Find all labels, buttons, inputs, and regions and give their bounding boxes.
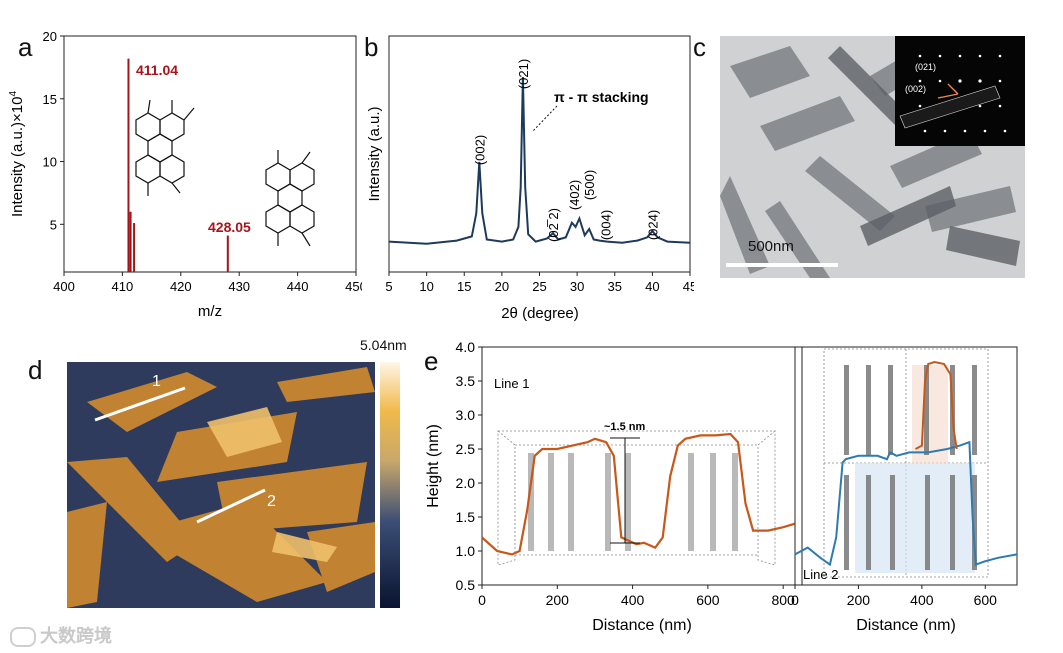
y-tick-label: 5 [50, 217, 57, 232]
x-tick-label: 420 [170, 279, 192, 294]
peak-index-label: (002) [472, 135, 487, 165]
axes-frame-right [794, 346, 1018, 586]
y-tick-label: 4.0 [456, 339, 476, 355]
panel-b-chart: 5 10 15 20 25 30 35 40 45 (002) (021) (02̅ 2) (402)… [366, 35, 694, 322]
x-tick-label: 410 [112, 279, 134, 294]
panel-letter-a: a [18, 32, 33, 62]
molecule-model-icon [528, 453, 738, 551]
profile-line-1 [94, 386, 186, 422]
colorbar [380, 362, 400, 608]
line-2-label: Line 2 [803, 567, 838, 582]
xrd-series-line [388, 76, 691, 245]
y-tick-label: 10 [43, 155, 57, 170]
peak-label-411: 411.04 [136, 62, 178, 78]
peak-index-label: (021) [516, 59, 531, 89]
saed-label-002: (002) [905, 84, 926, 94]
x-tick-label: 25 [532, 279, 546, 294]
axes-frame-left [481, 346, 803, 586]
watermark-logo-icon [10, 627, 36, 648]
scale-bar-label: 500nm [748, 238, 794, 255]
y-axis-label: Height (nm) [425, 424, 442, 508]
x-tick-label: 45 [683, 279, 694, 294]
saed-label-021: (021) [915, 62, 936, 72]
y-tick-label: 1.0 [456, 543, 476, 559]
panel-letter-b: b [364, 32, 379, 62]
x-tick-label: 30 [570, 279, 584, 294]
panel-letter-d: d [28, 355, 43, 385]
x-tick-label: 0 [791, 592, 799, 608]
profile-line-2 [196, 488, 266, 524]
colorbar-max-label: 5.04nm [360, 337, 407, 353]
x-tick-label: 440 [287, 279, 309, 294]
x-tick-label: 10 [419, 279, 433, 294]
molecule-structure-icon [135, 99, 195, 196]
afm-image: 1 2 [67, 362, 400, 608]
panel-letter-c: c [693, 32, 706, 62]
molecule-structure-icon [265, 150, 315, 247]
molecular-model-left [497, 430, 776, 566]
x-tick-label: 600 [696, 592, 720, 608]
y-tick-label: 3.5 [456, 373, 476, 389]
peak-index-label: (402) [567, 180, 582, 210]
y-tick-label: 3.0 [456, 407, 476, 423]
peak-index-label: (024) [645, 210, 660, 240]
x-tick-label: 200 [546, 592, 570, 608]
y-tick-label: 2.5 [456, 441, 476, 457]
x-axis-label: 2θ (degree) [501, 305, 579, 322]
x-tick-label: 20 [495, 279, 509, 294]
x-tick-label: 200 [847, 592, 871, 608]
x-tick-label: 800 [771, 592, 795, 608]
panel-a-chart: 4004104204304404505101520 411.04 428.05 … [8, 29, 362, 320]
peak-index-label: (02̅ 2) [546, 208, 561, 242]
profile-line-1-label: 1 [152, 373, 161, 390]
x-axis-label-left: Distance (nm) [592, 617, 692, 634]
x-tick-label: 35 [608, 279, 622, 294]
annotation-arrow [531, 105, 558, 133]
y-tick-label: 20 [43, 29, 57, 44]
x-tick-label: 430 [228, 279, 250, 294]
pi-stacking-annotation: π - π stacking [554, 89, 649, 105]
x-tick-label: 400 [53, 279, 75, 294]
x-tick-label: 400 [910, 592, 934, 608]
y-tick-label: 2.0 [456, 475, 476, 491]
x-tick-label: 5 [385, 279, 392, 294]
line-1-profile [481, 432, 795, 556]
peak-label-428: 428.05 [208, 219, 251, 235]
y-axis-label: Intensity (a.u.)×104 [8, 91, 26, 217]
x-axis-label-right: Distance (nm) [856, 617, 956, 634]
x-axis-label: m/z [198, 303, 222, 320]
y-tick-label: 15 [43, 92, 57, 107]
x-tick-label: 0 [478, 592, 486, 608]
saed-inset [895, 36, 1025, 146]
panel-letter-e: e [424, 346, 439, 376]
peak-index-label: (500) [582, 170, 597, 200]
x-tick-label: 600 [974, 592, 998, 608]
x-tick-label: 40 [645, 279, 659, 294]
watermark: 大数跨境 [10, 622, 112, 648]
line-2-top-profile [915, 360, 958, 450]
scale-bar [726, 263, 838, 267]
tem-image: (021) (002) 500nm [720, 36, 1025, 278]
profile-line-2-label: 2 [267, 493, 276, 510]
x-tick-label: 400 [621, 592, 645, 608]
y-tick-label: 0.5 [456, 577, 476, 593]
line-1-label: Line 1 [494, 376, 529, 391]
step-height-label: ~1.5 nm [604, 421, 645, 433]
beam-stop [899, 85, 1001, 129]
x-tick-label: 15 [457, 279, 471, 294]
y-axis-label: Intensity (a.u.) [366, 106, 383, 201]
x-tick-label: 450 [345, 279, 362, 294]
axes-frame [63, 35, 357, 273]
line-2-profile [794, 440, 1018, 567]
peak-index-label: (004) [599, 210, 614, 240]
y-tick-label: 1.5 [456, 509, 476, 525]
